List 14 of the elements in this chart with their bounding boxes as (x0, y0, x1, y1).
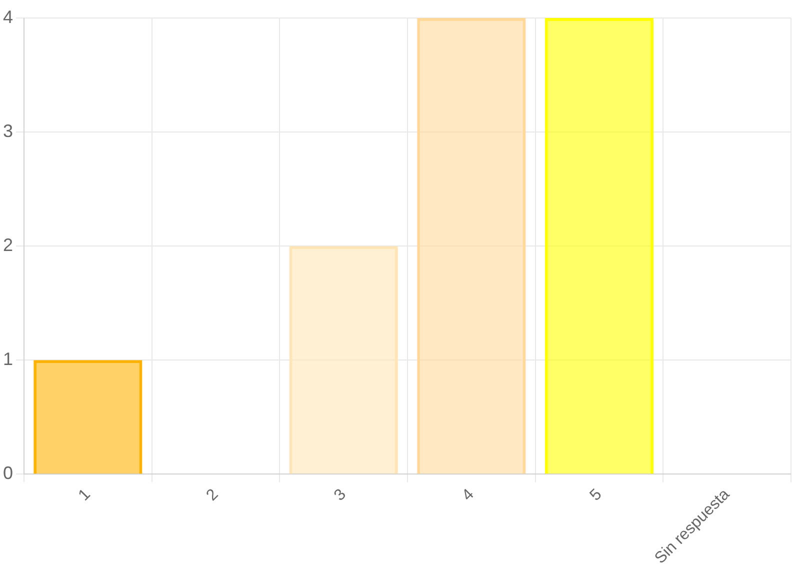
bar (544, 18, 654, 474)
y-tick-label: 1 (2, 349, 14, 370)
x-tick-label: 5 (586, 486, 606, 504)
x-tick-label: 1 (76, 486, 94, 504)
bar (417, 18, 526, 474)
x-tick-label: 4 (459, 486, 478, 504)
bar (289, 246, 398, 474)
y-tick-label: 0 (2, 463, 14, 484)
bar (34, 360, 142, 474)
x-tick-label: 3 (331, 486, 350, 504)
x-tick-label: 2 (203, 486, 222, 504)
y-tick-label: 3 (2, 121, 14, 142)
y-tick-label: 2 (2, 235, 14, 256)
y-tick-label: 4 (2, 6, 14, 27)
